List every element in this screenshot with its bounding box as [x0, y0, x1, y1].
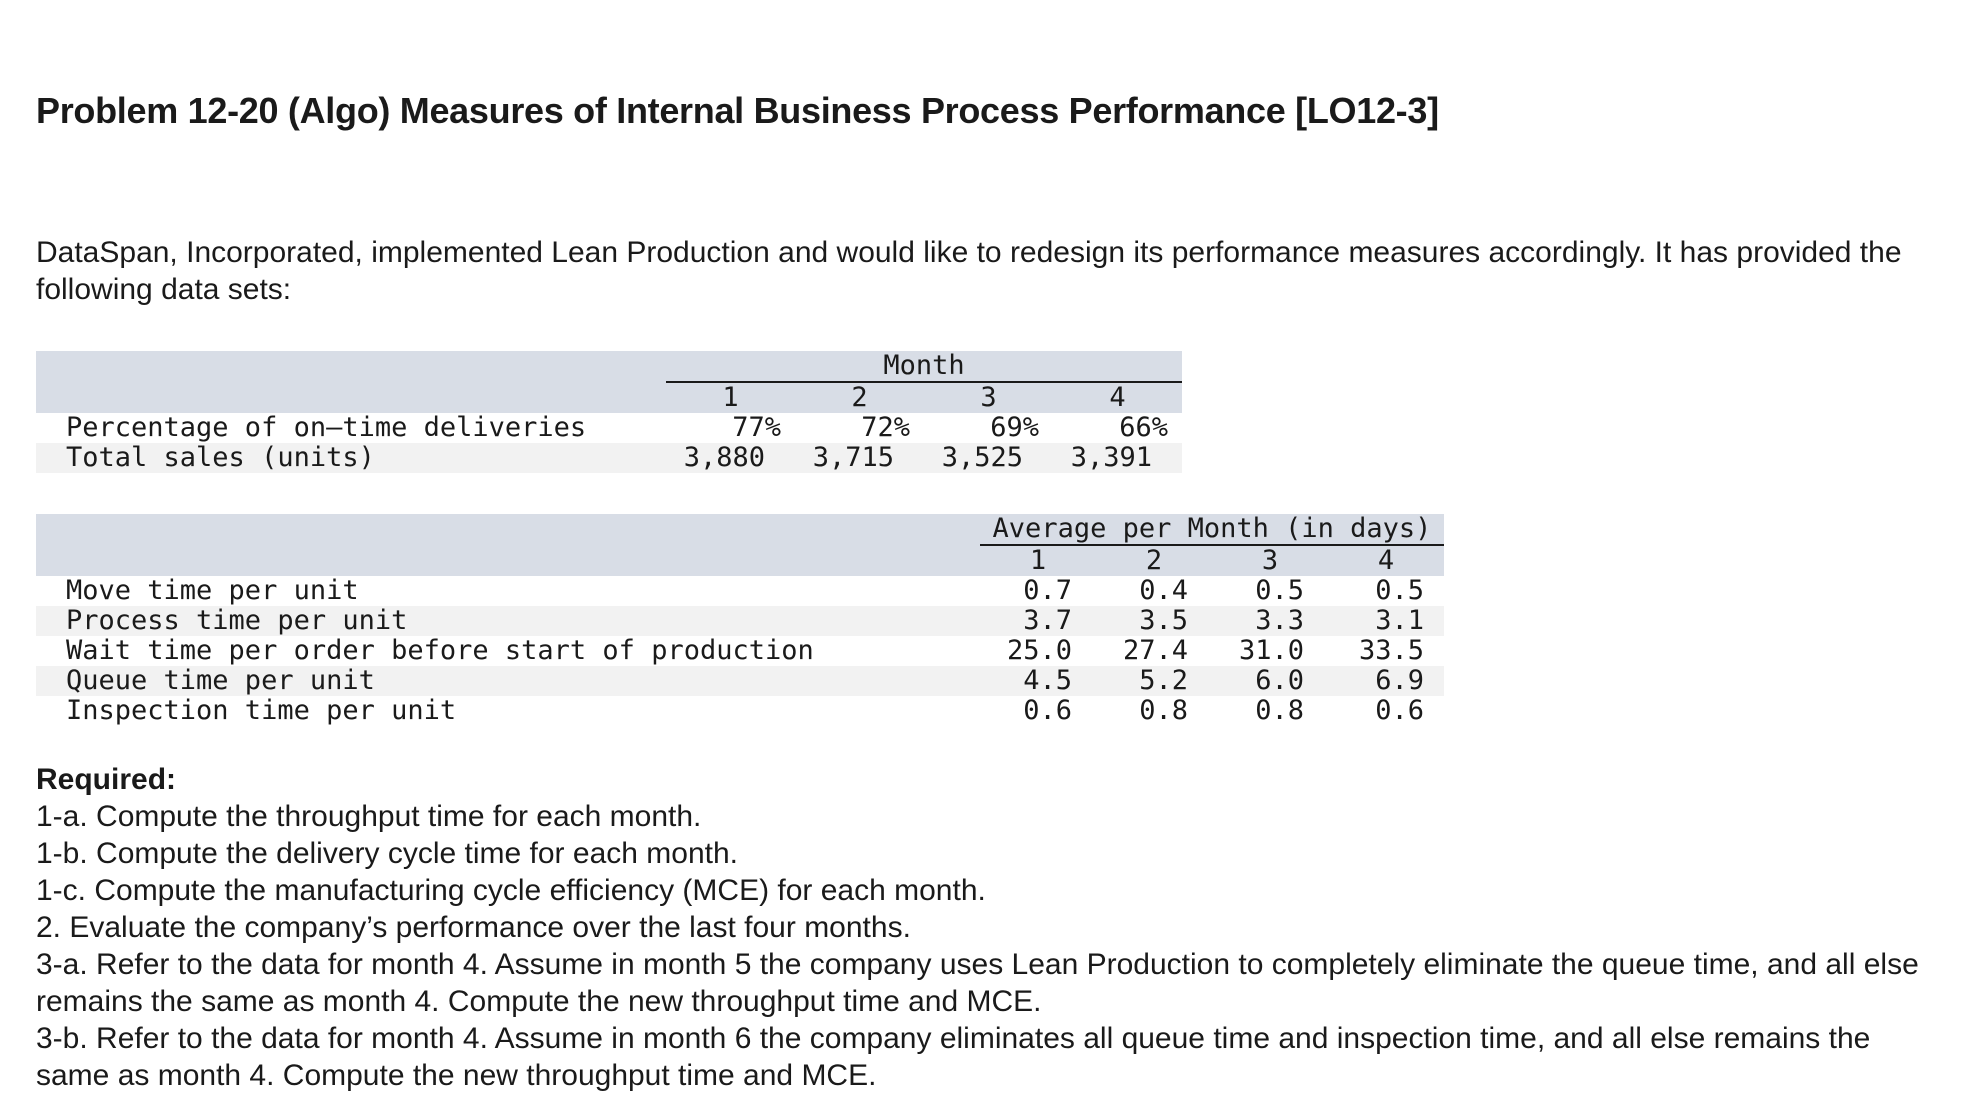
- table-row: Move time per unit 0.7 0.4 0.5 0.5: [36, 576, 1444, 606]
- cell-value: 0.6: [1328, 696, 1444, 726]
- cell-value: 0.7: [980, 576, 1096, 606]
- cell-value: 0.4: [1096, 576, 1212, 606]
- required-heading: Required:: [36, 763, 177, 796]
- month-group-header: Month: [666, 351, 1182, 383]
- row-label: Total sales (units): [36, 443, 666, 473]
- table-row: Percentage of on–time deliveries 77% 72%…: [36, 413, 1182, 443]
- cell-value: 27.4: [1096, 636, 1212, 666]
- column-header: 3: [1212, 545, 1328, 576]
- table-row: Wait time per order before start of prod…: [36, 636, 1444, 666]
- row-label: Move time per unit: [36, 576, 980, 606]
- cell-value: 6.9: [1328, 666, 1444, 696]
- average-group-header: Average per Month (in days): [980, 514, 1444, 546]
- column-header: 1: [980, 545, 1096, 576]
- required-item: 3-b. Refer to the data for month 4. Assu…: [36, 1022, 1871, 1092]
- column-header: 3: [924, 382, 1053, 413]
- cell-value: 4.5: [980, 666, 1096, 696]
- cell-value: 66%: [1053, 413, 1182, 443]
- required-section: Required: 1-a. Compute the throughput ti…: [36, 761, 1936, 1094]
- row-label: Process time per unit: [36, 606, 980, 636]
- cell-value: 72%: [795, 413, 924, 443]
- cell-value: 69%: [924, 413, 1053, 443]
- cell-value: 5.2: [1096, 666, 1212, 696]
- cell-value: 0.6: [980, 696, 1096, 726]
- required-item: 1-b. Compute the delivery cycle time for…: [36, 837, 738, 870]
- column-header: 2: [795, 382, 924, 413]
- column-header: 4: [1328, 545, 1444, 576]
- column-header: 1: [666, 382, 795, 413]
- cell-value: 0.5: [1212, 576, 1328, 606]
- table-row: Queue time per unit 4.5 5.2 6.0 6.9: [36, 666, 1444, 696]
- cell-value: 3.3: [1212, 606, 1328, 636]
- table-header-row: 1 2 3 4: [36, 382, 1182, 413]
- delivery-sales-table: Month 1 2 3 4 Percentage of on–time deli…: [36, 351, 1182, 473]
- table-header-row: 1 2 3 4: [36, 545, 1444, 576]
- row-label: Queue time per unit: [36, 666, 980, 696]
- cell-value: 3,525: [924, 443, 1053, 473]
- cell-value: 25.0: [980, 636, 1096, 666]
- required-item: 1-c. Compute the manufacturing cycle eff…: [36, 874, 986, 907]
- table-header-row: Month: [36, 351, 1182, 383]
- table-row: Process time per unit 3.7 3.5 3.3 3.1: [36, 606, 1444, 636]
- cell-value: 3,880: [666, 443, 795, 473]
- required-item: 1-a. Compute the throughput time for eac…: [36, 800, 702, 833]
- cell-value: 3.5: [1096, 606, 1212, 636]
- cell-value: 77%: [666, 413, 795, 443]
- process-time-table: Average per Month (in days) 1 2 3 4 Move…: [36, 514, 1444, 726]
- column-header: 4: [1053, 382, 1182, 413]
- table-header-row: Average per Month (in days): [36, 514, 1444, 546]
- row-label: Percentage of on–time deliveries: [36, 413, 666, 443]
- row-label: Inspection time per unit: [36, 696, 980, 726]
- cell-value: 0.5: [1328, 576, 1444, 606]
- cell-value: 0.8: [1096, 696, 1212, 726]
- column-header: 2: [1096, 545, 1212, 576]
- cell-value: 31.0: [1212, 636, 1328, 666]
- table-row: Total sales (units) 3,880 3,715 3,525 3,…: [36, 443, 1182, 473]
- cell-value: 33.5: [1328, 636, 1444, 666]
- cell-value: 3.1: [1328, 606, 1444, 636]
- table-row: Inspection time per unit 0.6 0.8 0.8 0.6: [36, 696, 1444, 726]
- page-title: Problem 12-20 (Algo) Measures of Interna…: [36, 90, 1439, 131]
- cell-value: 3.7: [980, 606, 1096, 636]
- cell-value: 6.0: [1212, 666, 1328, 696]
- cell-value: 3,391: [1053, 443, 1182, 473]
- row-label: Wait time per order before start of prod…: [36, 636, 980, 666]
- cell-value: 3,715: [795, 443, 924, 473]
- required-item: 3-a. Refer to the data for month 4. Assu…: [36, 948, 1919, 1018]
- intro-paragraph: DataSpan, Incorporated, implemented Lean…: [36, 236, 1902, 306]
- required-item: 2. Evaluate the company’s performance ov…: [36, 911, 911, 944]
- cell-value: 0.8: [1212, 696, 1328, 726]
